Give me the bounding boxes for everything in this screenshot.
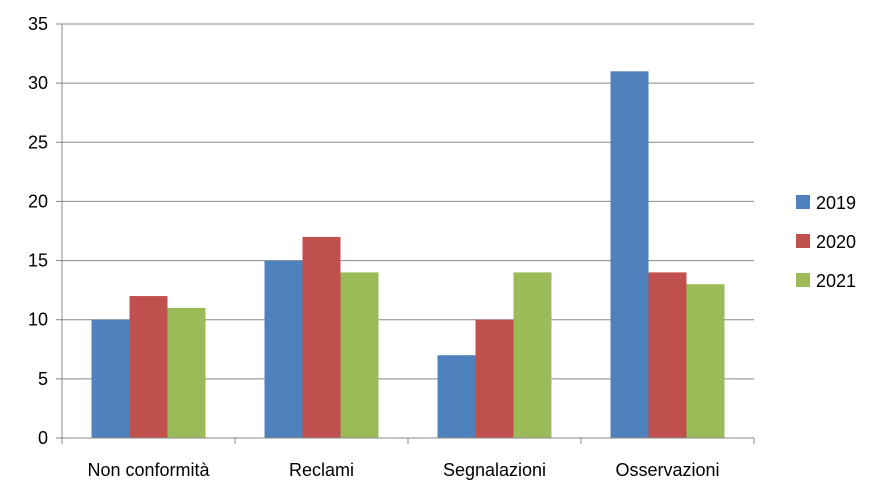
bar-2020-1 — [302, 236, 341, 438]
bar-2021-2 — [513, 272, 552, 438]
bar-2019-3 — [610, 71, 649, 439]
legend-swatch-2021 — [796, 273, 810, 287]
bar-2019-1 — [264, 260, 303, 438]
y-tick-label: 10 — [28, 310, 48, 330]
y-tick-label: 25 — [28, 132, 48, 152]
bar-2021-3 — [686, 284, 725, 438]
legend: 2019 2020 2021 — [796, 193, 856, 291]
axes: 0 5 10 15 20 25 30 35 Non conformità Reclami Segna… — [28, 14, 755, 480]
legend-swatch-2020 — [796, 234, 810, 248]
bar-2021-1 — [340, 272, 379, 438]
legend-label: 2019 — [816, 193, 856, 213]
y-tick-label: 0 — [38, 428, 48, 448]
bar-2021-0 — [167, 307, 206, 438]
y-tick-label: 15 — [28, 251, 48, 271]
x-tick-label: Osservazioni — [615, 460, 719, 480]
legend-label: 2021 — [816, 271, 856, 291]
x-tick-label: Reclami — [289, 460, 354, 480]
bar-2020-3 — [648, 272, 687, 438]
legend-swatch-2019 — [796, 195, 810, 209]
y-tick-label: 35 — [28, 14, 48, 34]
bar-2019-2 — [437, 355, 476, 438]
legend-label: 2020 — [816, 232, 856, 252]
x-tick-label: Segnalazioni — [443, 460, 546, 480]
bar-2019-0 — [91, 319, 130, 438]
y-tick-label: 20 — [28, 191, 48, 211]
bar-2020-0 — [129, 296, 168, 438]
x-tick-label: Non conformità — [87, 460, 210, 480]
y-tick-label: 5 — [38, 369, 48, 389]
bar-2020-2 — [475, 319, 514, 438]
y-tick-label: 30 — [28, 73, 48, 93]
bars — [91, 71, 725, 439]
